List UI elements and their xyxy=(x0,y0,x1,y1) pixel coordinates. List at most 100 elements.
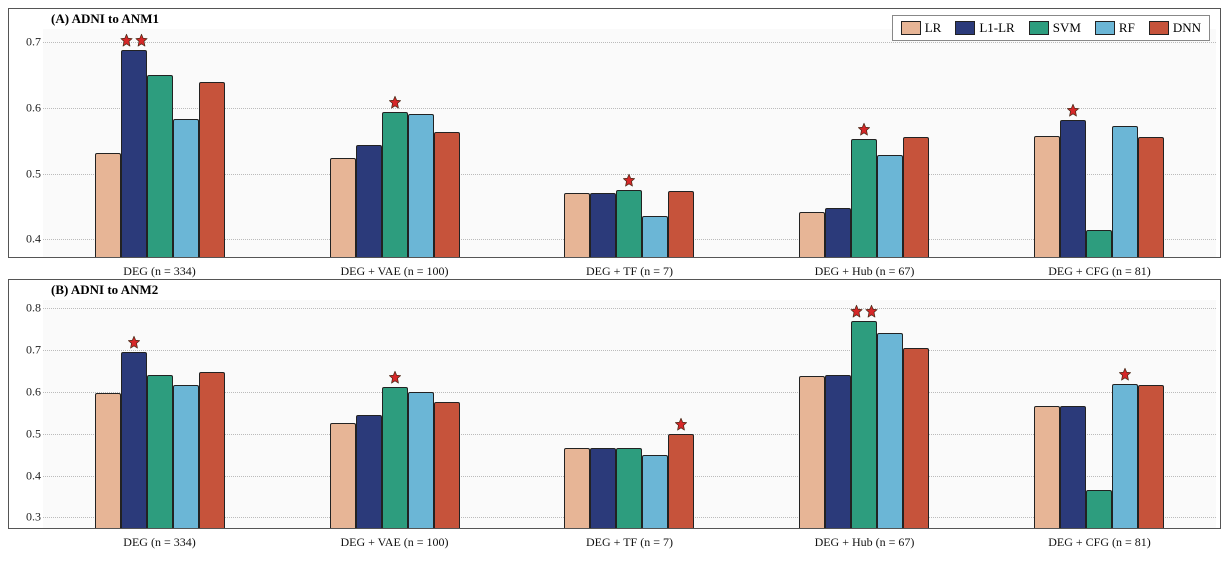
bar-L1-LR xyxy=(1060,406,1086,528)
bar-SVM xyxy=(147,75,173,257)
x-labels: DEG (n = 334)DEG + VAE (n = 100)DEG + TF… xyxy=(42,533,1217,550)
bar-RF xyxy=(1112,126,1138,257)
bar-RF xyxy=(408,392,434,528)
y-tick-label: 0.4 xyxy=(11,468,41,483)
legend-item: SVM xyxy=(1029,20,1081,36)
bar-DNN xyxy=(199,82,225,257)
bar-L1-LR xyxy=(1060,120,1086,257)
legend-item: LR xyxy=(901,20,942,36)
bar-RF xyxy=(173,119,199,257)
bar-RF xyxy=(1112,384,1138,528)
bar-RF xyxy=(877,155,903,257)
star-marker xyxy=(1117,367,1132,382)
y-tick-label: 0.6 xyxy=(11,100,41,115)
bar-RF xyxy=(642,216,668,257)
bar-RF xyxy=(642,455,668,528)
bar-L1-LR xyxy=(590,448,616,528)
star-marker xyxy=(127,335,142,350)
bar-SVM xyxy=(1086,230,1112,257)
star-marker xyxy=(387,95,402,110)
groups xyxy=(43,29,1216,257)
plot-area xyxy=(43,29,1216,257)
panel-title: (A) ADNI to ANM1 xyxy=(51,11,159,27)
plot-area xyxy=(43,300,1216,528)
bar-LR xyxy=(330,158,356,257)
legend-swatch xyxy=(955,21,975,35)
legend-swatch xyxy=(1149,21,1169,35)
bar-group xyxy=(512,300,747,528)
legend-label: DNN xyxy=(1173,20,1201,36)
bar-L1-LR xyxy=(825,208,851,257)
bar-L1-LR xyxy=(356,415,382,528)
x-tick-label: DEG + TF (n = 7) xyxy=(512,533,747,550)
panel-title: (B) ADNI to ANM2 xyxy=(51,282,158,298)
bar-LR xyxy=(564,193,590,257)
bar-DNN xyxy=(434,402,460,528)
bar-L1-LR xyxy=(356,145,382,257)
bar-DNN xyxy=(668,191,694,257)
legend-label: SVM xyxy=(1053,20,1081,36)
panel-B: 0.3 0.4 0.5 0.6 0.7 0.8 (B) ADNI to ANM2 xyxy=(8,279,1221,529)
bar-group xyxy=(747,29,982,257)
legend-swatch xyxy=(901,21,921,35)
bar-LR xyxy=(799,376,825,528)
y-tick-label: 0.6 xyxy=(11,385,41,400)
bar-group xyxy=(747,300,982,528)
bar-LR xyxy=(1034,406,1060,528)
x-tick-label: DEG + VAE (n = 100) xyxy=(277,533,512,550)
bar-RF xyxy=(173,385,199,528)
y-tick-label: 0.8 xyxy=(11,301,41,316)
figure: 0.4 0.5 0.6 0.7 (A) ADNI to ANM1 LR L1-LR SVM RF… xyxy=(8,8,1221,550)
legend-item: DNN xyxy=(1149,20,1201,36)
bar-SVM xyxy=(851,321,877,528)
y-tick-label: 0.3 xyxy=(11,510,41,525)
legend-label: L1-LR xyxy=(979,20,1014,36)
bar-LR xyxy=(95,393,121,528)
legend-swatch xyxy=(1029,21,1049,35)
legend-swatch xyxy=(1095,21,1115,35)
bar-DNN xyxy=(199,372,225,528)
legend-item: RF xyxy=(1095,20,1135,36)
bar-SVM xyxy=(616,448,642,528)
bar-DNN xyxy=(903,348,929,528)
x-tick-label: DEG + TF (n = 7) xyxy=(512,262,747,279)
y-tick-label: 0.7 xyxy=(11,343,41,358)
star-marker xyxy=(857,122,872,137)
y-tick-label: 0.5 xyxy=(11,426,41,441)
bar-L1-LR xyxy=(121,352,147,528)
bar-SVM xyxy=(851,139,877,257)
bar-group xyxy=(981,300,1216,528)
bar-group xyxy=(512,29,747,257)
legend: LR L1-LR SVM RF DNN xyxy=(892,15,1210,41)
bar-group xyxy=(981,29,1216,257)
star-marker xyxy=(622,173,637,188)
bar-SVM xyxy=(616,190,642,257)
legend-label: RF xyxy=(1119,20,1135,36)
x-tick-label: DEG + VAE (n = 100) xyxy=(277,262,512,279)
y-tick-label: 0.7 xyxy=(11,35,41,50)
x-tick-label: DEG + Hub (n = 67) xyxy=(747,533,982,550)
bar-SVM xyxy=(382,387,408,528)
x-tick-label: DEG + Hub (n = 67) xyxy=(747,262,982,279)
star-marker xyxy=(119,33,149,48)
x-labels: DEG (n = 334)DEG + VAE (n = 100)DEG + TF… xyxy=(42,262,1217,279)
x-tick-label: DEG + CFG (n = 81) xyxy=(982,533,1217,550)
bar-L1-LR xyxy=(121,50,147,257)
star-marker xyxy=(1065,103,1080,118)
bar-RF xyxy=(408,114,434,257)
groups xyxy=(43,300,1216,528)
bar-SVM xyxy=(382,112,408,257)
bar-SVM xyxy=(147,375,173,528)
x-tick-label: DEG (n = 334) xyxy=(42,533,277,550)
bar-group xyxy=(43,300,278,528)
bar-DNN xyxy=(1138,385,1164,528)
bar-L1-LR xyxy=(590,193,616,257)
bar-RF xyxy=(877,333,903,528)
y-tick-label: 0.5 xyxy=(11,166,41,181)
bar-LR xyxy=(564,448,590,528)
bar-group xyxy=(278,29,513,257)
bar-LR xyxy=(799,212,825,257)
bar-group xyxy=(43,29,278,257)
legend-label: LR xyxy=(925,20,942,36)
legend-item: L1-LR xyxy=(955,20,1014,36)
